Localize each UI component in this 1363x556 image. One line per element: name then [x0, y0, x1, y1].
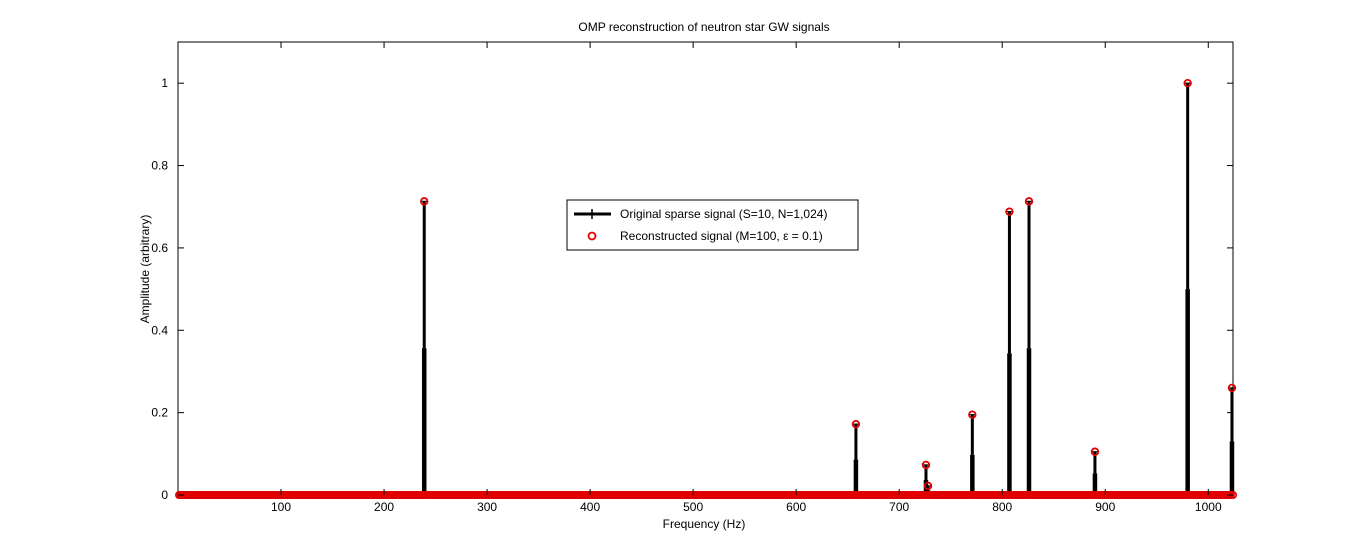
reconstructed-marker [851, 419, 861, 429]
legend: Original sparse signal (S=10, N=1,024) R… [566, 199, 859, 251]
legend-marker-reconstructed [587, 231, 597, 241]
y-tick-label: 0.4 [151, 323, 168, 337]
reconstructed-marker [968, 410, 977, 419]
y-tick-label: 1 [161, 76, 168, 90]
x-axis-label: Frequency (Hz) [663, 517, 746, 531]
reconstructed-marker [921, 460, 931, 470]
y-tick-label: 0.8 [151, 159, 168, 173]
reconstructed-marker [420, 197, 429, 206]
reconstructed-marker [1090, 447, 1100, 456]
x-tick-label: 400 [580, 500, 600, 514]
x-tick-label: 600 [786, 500, 806, 514]
x-tick-label: 700 [889, 500, 909, 514]
x-tick-label: 900 [1095, 500, 1115, 514]
legend-label-reconstructed: Reconstructed signal (M=100, ε = 0.1) [620, 229, 823, 243]
x-tick-label: 300 [477, 500, 497, 514]
y-tick-label: 0.6 [151, 241, 168, 255]
plot-area [177, 41, 1234, 496]
ticks-layer: 100 200 300 400 500 600 700 800 900 1000 0 0.2 0.4 0.… [151, 42, 1233, 514]
reconstructed-marker [1227, 383, 1237, 393]
x-tick-label: 100 [271, 500, 291, 514]
legend-label-original: Original sparse signal (S=10, N=1,024) [620, 207, 827, 221]
reconstructed-marker [1005, 207, 1014, 216]
reconstructed-marker [923, 481, 933, 491]
x-tick-label: 800 [992, 500, 1012, 514]
x-tick-label: 1000 [1195, 500, 1222, 514]
x-tick-label: 500 [683, 500, 703, 514]
legend-box [566, 199, 859, 251]
x-tick-label: 200 [374, 500, 394, 514]
y-axis-label: Amplitude (arbitrary) [138, 215, 152, 324]
y-tick-label: 0 [161, 488, 168, 502]
y-tick-label: 0.2 [151, 406, 168, 420]
reconstructed-marker [1024, 197, 1034, 206]
reconstructed-marker [1183, 78, 1192, 88]
chart-title: OMP reconstruction of neutron star GW si… [578, 20, 829, 34]
